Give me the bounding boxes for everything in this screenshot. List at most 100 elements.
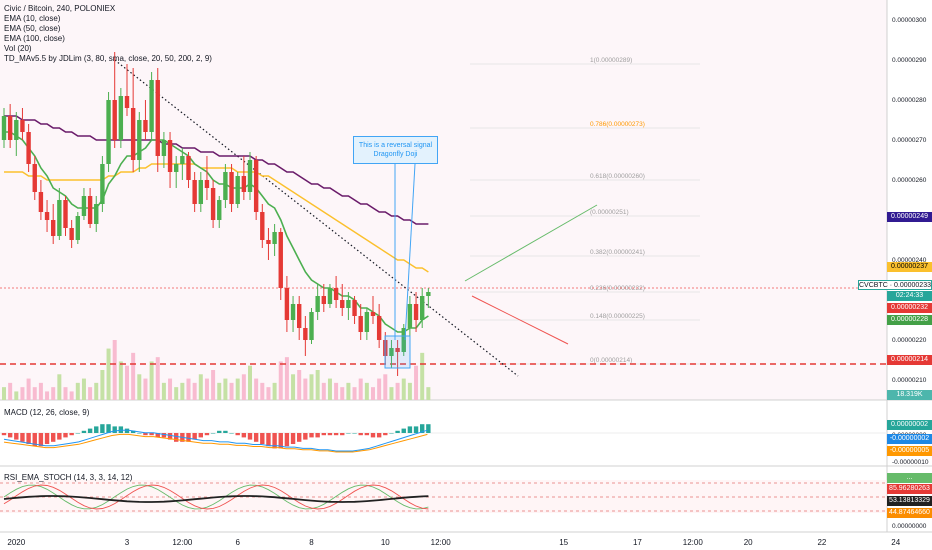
support-tag: 0.00000214 [887,355,932,365]
macd-hist-bar [223,430,228,433]
x-tick-label: 12:00 [431,538,452,547]
candle-body [186,156,191,180]
x-tick-label: 22 [817,538,826,547]
candle-body [426,292,431,296]
candle-body [346,300,351,308]
macd-hist-bar [389,433,394,434]
volume-bar [174,387,179,400]
macd-hist-bar [284,433,290,447]
macd-hist-bar [383,433,388,436]
rsi-line [3,495,429,503]
candle-body [57,200,62,236]
volume-tag: 18.319K [887,390,932,400]
y-tick-label: 0.00000240 [892,257,927,264]
candle-body [130,108,136,160]
candle-body [247,160,253,192]
volume-bar [278,361,283,400]
macd-hist-bar [340,433,345,436]
x-tick-label: 15 [559,538,568,547]
candle-body [217,200,222,220]
reversal-note[interactable]: This is a reversal signal Dragonfly Doji [353,136,438,164]
macd-hist-bar [57,433,62,440]
volume-bar [100,370,105,400]
volume-bar [168,378,173,400]
macd-hist-bar [333,433,339,436]
macd-hist-bar [204,433,210,436]
macd-hist-bar [149,433,154,436]
macd-hist-bar [364,433,370,436]
volume-bar [38,382,43,400]
candle-body [321,296,326,304]
candle-body [44,212,50,220]
macd-hist-bar [186,433,191,442]
candle-body [364,312,370,332]
x-tick-label: 6 [235,538,240,547]
y-tick-label: 0.00000210 [892,377,927,384]
note-pointer [404,163,416,341]
volume-bar [248,365,252,400]
macd-hist-bar [75,433,80,434]
price-pane-bg [0,0,887,400]
macd-hist-bar [112,426,117,433]
volume-bar [352,387,357,400]
macd-hist-bar [420,424,425,433]
candle-body [124,96,130,108]
candle-body [420,296,425,320]
y-tick-label: 0.00000220 [892,337,927,344]
macd-hist-bar [272,433,277,449]
volume-bar [137,374,142,400]
candle-body [143,120,148,132]
candle-body [401,328,406,352]
macd-hist-bar [155,433,160,438]
candle-body [161,140,167,156]
candle-body [253,160,259,212]
x-tick-label: 24 [891,538,900,547]
volume-bar [192,382,197,400]
candle-body [303,328,308,340]
macd-hist-bar [247,433,253,440]
volume-bar [321,382,326,400]
candle-body [94,204,99,224]
volume-bar [241,374,246,400]
candle-body [297,304,302,328]
macd-hist-bar [69,433,74,436]
macd-hist-bar [87,428,93,433]
volume-bar [143,378,148,400]
volume-bar [327,378,332,400]
macd-axis-label: -0.00000010 [892,459,929,466]
rsi-tag-2: 53.13813329 [887,496,932,506]
macd-hist-bar [290,433,296,444]
volume-bar [75,382,80,400]
candle-body [340,300,345,308]
volume-bar [426,387,431,400]
volume-bar [284,357,289,400]
macd-hist-bar [130,430,136,433]
candle-body [112,100,117,140]
volume-bar [315,370,320,400]
volume-bar [371,387,375,400]
legend-ema50: EMA (50, close) [4,24,61,33]
rsi-top-tag: ... [887,473,932,483]
candle-body [63,200,68,228]
candle-body [14,120,19,140]
volume-bar [118,361,123,400]
macd-hist-bar [241,433,247,438]
volume-bar [32,387,37,400]
macd-hist-bar [309,433,314,438]
candle-body [51,220,56,236]
candle-body [389,348,394,356]
candle-body [229,172,234,204]
macd-hist-bar [14,433,19,440]
ema50-line [4,163,429,273]
macd-hist-bar [161,433,167,438]
macd-hist-bar [315,433,320,438]
candle-body [1,116,7,140]
legend-ema10: EMA (10, close) [4,14,61,23]
candle-body [204,180,210,188]
volume-bar [395,382,400,400]
volume-bar [229,382,234,400]
candle-body [198,180,203,204]
volume-bar [297,370,302,400]
candle-body [20,120,25,132]
